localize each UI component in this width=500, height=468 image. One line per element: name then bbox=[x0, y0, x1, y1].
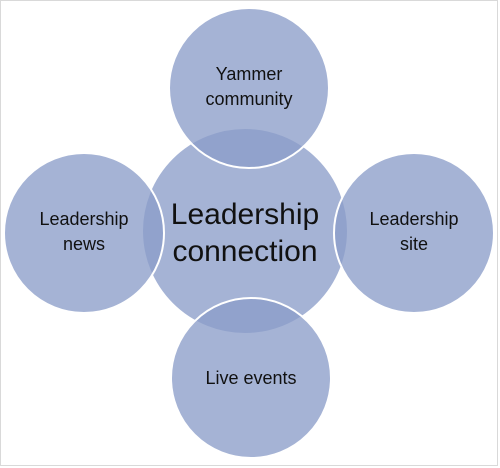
left-label-line1: Leadership bbox=[39, 209, 128, 229]
left-circle bbox=[3, 152, 165, 314]
center-label-line1: Leadership bbox=[171, 198, 319, 231]
circles-layer bbox=[3, 7, 495, 459]
bottom-circle bbox=[170, 297, 332, 459]
top-label-line2: community bbox=[205, 89, 292, 109]
right-circle bbox=[333, 152, 495, 314]
bottom-label-line1: Live events bbox=[205, 368, 296, 388]
top-circle bbox=[168, 7, 330, 169]
left-label-line2: news bbox=[63, 234, 105, 254]
right-label-line1: Leadership bbox=[369, 209, 458, 229]
top-label-line1: Yammer bbox=[216, 64, 283, 84]
right-label-line2: site bbox=[400, 234, 428, 254]
center-label-line2: connection bbox=[172, 235, 317, 268]
labels-layer: Leadership connection Yammer community L… bbox=[39, 64, 458, 388]
